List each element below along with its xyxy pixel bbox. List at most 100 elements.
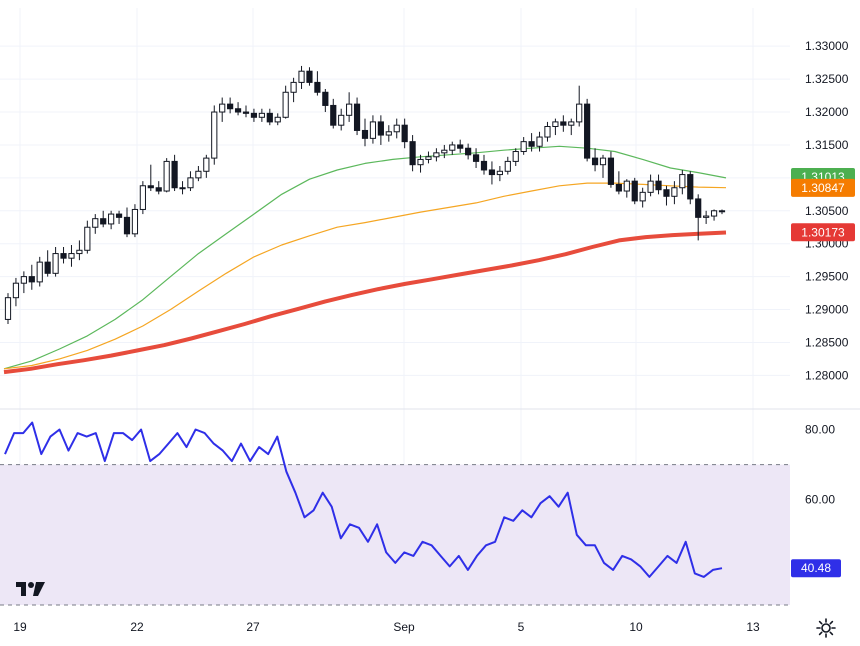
candle <box>465 143 472 160</box>
candle <box>346 92 353 122</box>
moving-average-lines <box>3 145 727 375</box>
candle-body-up <box>576 103 583 123</box>
candle-body-up <box>139 185 146 210</box>
candle <box>417 154 424 173</box>
rsi-tick-label: 80.00 <box>805 423 835 437</box>
candle <box>441 144 448 159</box>
candle <box>544 121 551 142</box>
gear-icon[interactable] <box>815 617 837 639</box>
candle-body-down <box>123 216 131 235</box>
price-badge-label: 1.30847 <box>801 181 845 195</box>
candle <box>718 209 726 215</box>
candle <box>187 171 194 192</box>
candle <box>36 256 43 287</box>
candle-body-up <box>274 116 281 123</box>
candle-body-up <box>639 191 646 202</box>
candle-body-up <box>623 180 630 192</box>
candle-body-up <box>703 215 710 218</box>
candle-body-up <box>338 114 345 126</box>
price-tick-label: 1.31500 <box>805 138 849 152</box>
candle-body-up <box>679 174 686 189</box>
candle <box>520 137 527 155</box>
candle-body-down <box>591 157 599 166</box>
candle <box>671 181 678 205</box>
time-tick-label: 27 <box>246 620 260 634</box>
candle <box>385 125 392 142</box>
price-axis[interactable]: 1.330001.325001.320001.315001.310001.305… <box>805 39 849 382</box>
tradingview-logo[interactable] <box>14 576 48 600</box>
candle-body-up <box>441 149 448 154</box>
candle-body-down <box>488 169 496 176</box>
candle-body-down <box>234 108 242 113</box>
price-tick-label: 1.29500 <box>805 270 849 284</box>
candle-body-down <box>100 218 107 225</box>
time-tick-label: 10 <box>629 620 643 634</box>
candle <box>179 181 186 195</box>
candle-body-up <box>520 141 527 153</box>
candle-body-up <box>290 81 297 93</box>
candle-body-down <box>607 157 615 185</box>
rsi-badge-box <box>791 559 841 578</box>
candle-body-down <box>60 253 67 259</box>
rsi-tick-label: 60.00 <box>805 493 835 507</box>
candle <box>322 88 329 113</box>
candle <box>290 77 297 103</box>
candle-body-up <box>536 136 543 147</box>
candle-body-down <box>353 103 361 131</box>
candle-body-down <box>377 121 384 136</box>
candle <box>338 108 345 131</box>
candle <box>242 105 250 118</box>
candle <box>679 169 686 195</box>
candle <box>647 174 654 197</box>
candle <box>615 171 622 195</box>
candle <box>425 151 432 164</box>
candle <box>108 210 115 230</box>
price-badge-box <box>791 178 855 197</box>
candle-body-down <box>227 103 234 110</box>
candle <box>353 97 361 136</box>
candle <box>377 115 384 145</box>
candle <box>100 210 107 228</box>
candle-body-down <box>584 103 591 159</box>
candle <box>361 118 369 147</box>
candle-body-up <box>219 103 226 113</box>
candle-body-down <box>615 183 622 192</box>
candle-body-up <box>671 187 678 197</box>
candle-body-down <box>401 124 408 143</box>
candle <box>703 210 710 224</box>
rsi-badge: 40.48 <box>791 559 841 578</box>
candle <box>219 97 226 122</box>
candle-body-up <box>385 131 392 136</box>
candle <box>92 214 99 234</box>
candle <box>552 118 559 136</box>
candle-body-down <box>472 154 480 162</box>
candle-body-down <box>361 129 369 139</box>
moving-average-line <box>3 182 727 370</box>
candle-body-up <box>599 157 607 166</box>
time-axis[interactable]: 19 22 27 Sep 5 10 13 <box>13 620 760 634</box>
candle <box>12 277 20 307</box>
candle-body-up <box>36 261 43 283</box>
rsi-axis[interactable]: 80.00 60.00 <box>805 423 835 507</box>
candle <box>195 166 202 182</box>
candle-body-up <box>195 170 202 179</box>
candle <box>282 85 289 119</box>
candle <box>131 204 139 238</box>
candle-body-up <box>647 180 654 193</box>
candle <box>171 154 178 192</box>
candle <box>409 135 416 172</box>
price-tick-label: 1.32500 <box>805 72 849 86</box>
price-tick-label: 1.32000 <box>805 105 849 119</box>
candle <box>369 115 377 144</box>
candle <box>457 139 464 153</box>
candle <box>258 108 265 122</box>
candle-body-up <box>710 210 718 217</box>
candle-body-up <box>52 253 59 274</box>
candle <box>28 264 35 290</box>
candle-body-down <box>457 144 464 149</box>
price-tick-label: 1.28000 <box>805 368 849 382</box>
candle-body-up <box>76 249 83 255</box>
candle-body-down <box>655 180 662 191</box>
candle <box>274 113 281 126</box>
